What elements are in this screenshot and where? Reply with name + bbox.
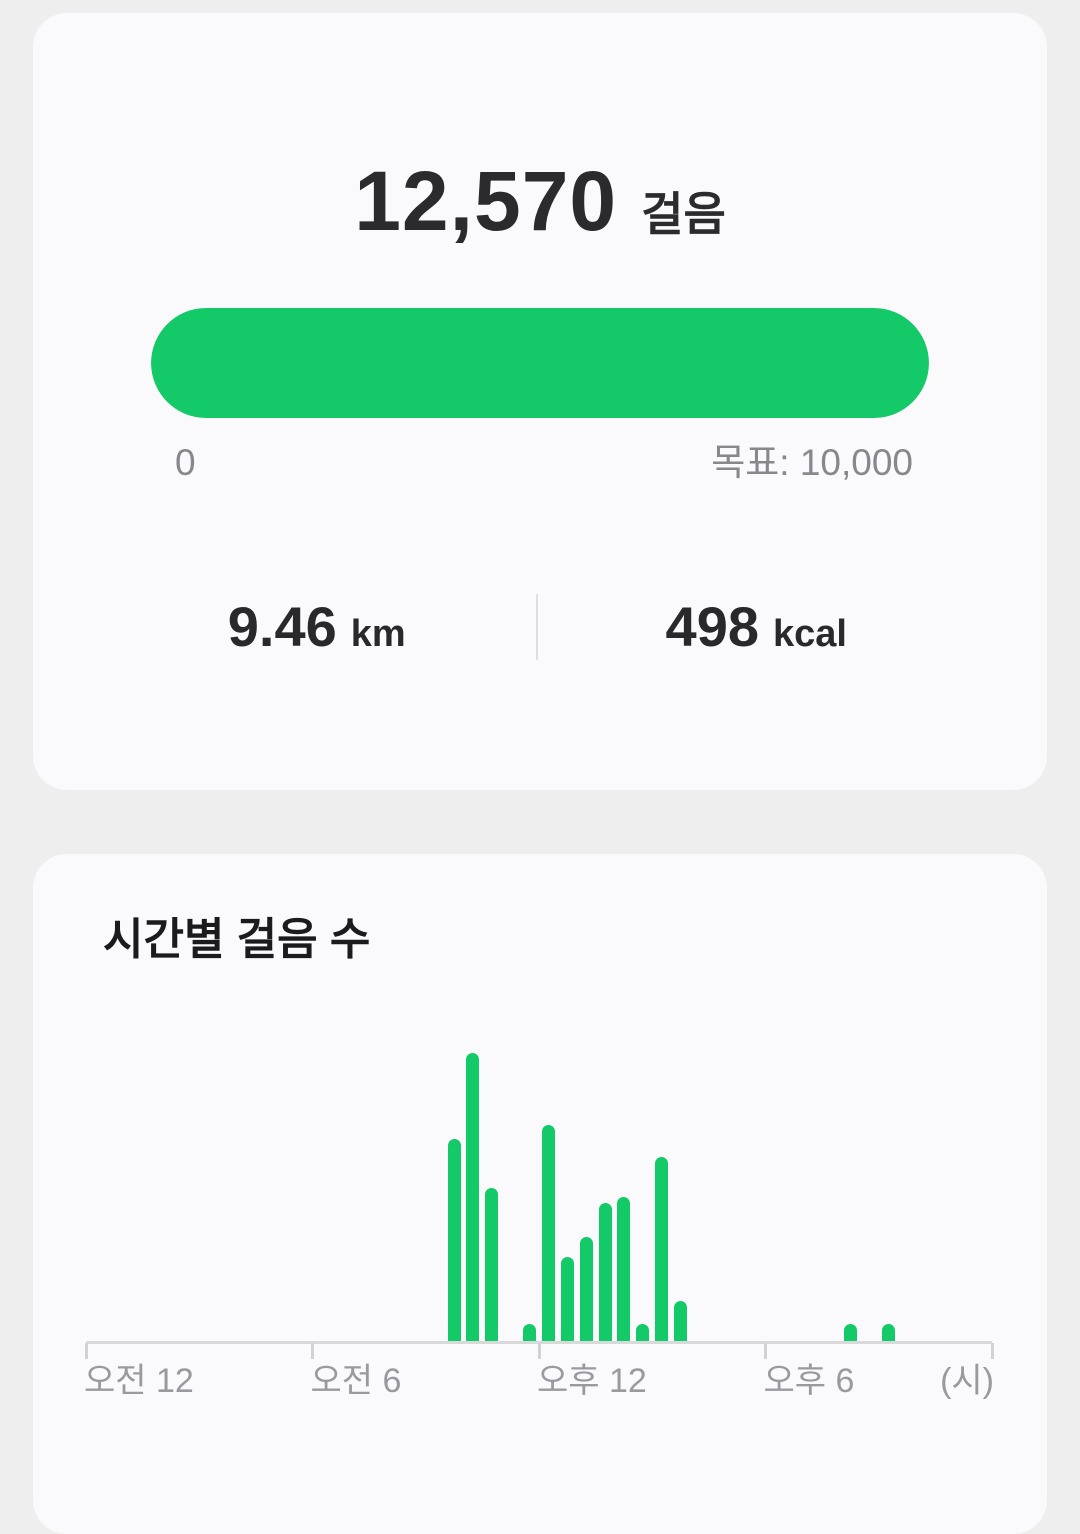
progress-scale-labels: 0 목표: 10,000 xyxy=(175,442,913,484)
x-axis-tick xyxy=(84,1343,88,1359)
chart-bar xyxy=(466,1053,480,1341)
chart-bar xyxy=(617,1197,631,1341)
calories-unit: kcal xyxy=(772,613,847,655)
chart-bar xyxy=(655,1157,669,1341)
hourly-steps-chart: (시) 오전 12 오전 6 오후 12 오후 6 xyxy=(33,854,1047,1534)
chart-bar xyxy=(674,1301,688,1341)
chart-bar xyxy=(523,1324,537,1341)
distance-value: 9.46 xyxy=(227,595,337,658)
x-axis-line xyxy=(86,1341,992,1344)
chart-bar xyxy=(541,1125,555,1341)
chart-bar xyxy=(579,1237,593,1341)
steps-goal-progress-fill xyxy=(151,308,929,418)
chart-bar xyxy=(881,1324,895,1341)
calories-stat: 498 kcal xyxy=(538,599,976,655)
stats-divider xyxy=(535,594,538,660)
progress-min-label: 0 xyxy=(175,442,196,483)
x-axis-unit-label: (시) xyxy=(940,1362,994,1400)
chart-bar xyxy=(447,1139,461,1341)
distance-unit: km xyxy=(350,613,406,655)
calories-value: 498 xyxy=(665,595,759,658)
stats-row: 9.46 km 498 kcal xyxy=(98,581,975,673)
chart-bar xyxy=(843,1324,857,1341)
distance-stat: 9.46 km xyxy=(98,599,536,655)
x-axis-tick xyxy=(311,1343,314,1359)
steps-unit-label: 걸음 xyxy=(641,188,726,240)
steps-summary-card: 12,570 걸음 0 목표: 10,000 9.46 km 498 kcal xyxy=(33,13,1047,790)
steps-count: 12,570 xyxy=(354,154,618,248)
x-axis-tick-label: 오전 12 xyxy=(84,1362,194,1400)
steps-goal-progress-bar xyxy=(151,308,929,418)
x-axis-tick-label: 오후 6 xyxy=(763,1362,855,1400)
x-axis-tick xyxy=(764,1343,767,1359)
hourly-steps-card: 시간별 걸음 수 (시) 오전 12 오전 6 오후 12 오후 6 xyxy=(33,854,1047,1534)
x-axis-tick xyxy=(990,1343,994,1359)
chart-bar xyxy=(598,1203,612,1341)
chart-bar xyxy=(485,1188,499,1341)
chart-title: 시간별 걸음 수 xyxy=(103,915,371,964)
x-axis-tick-label: 오후 12 xyxy=(537,1362,647,1400)
progress-goal-label: 목표: 10,000 xyxy=(711,442,913,483)
chart-bar xyxy=(636,1324,650,1341)
x-axis-tick xyxy=(537,1343,541,1359)
steps-headline: 12,570 걸음 xyxy=(33,159,1047,243)
chart-bar xyxy=(560,1257,574,1341)
x-axis-tick-label: 오전 6 xyxy=(310,1362,402,1400)
